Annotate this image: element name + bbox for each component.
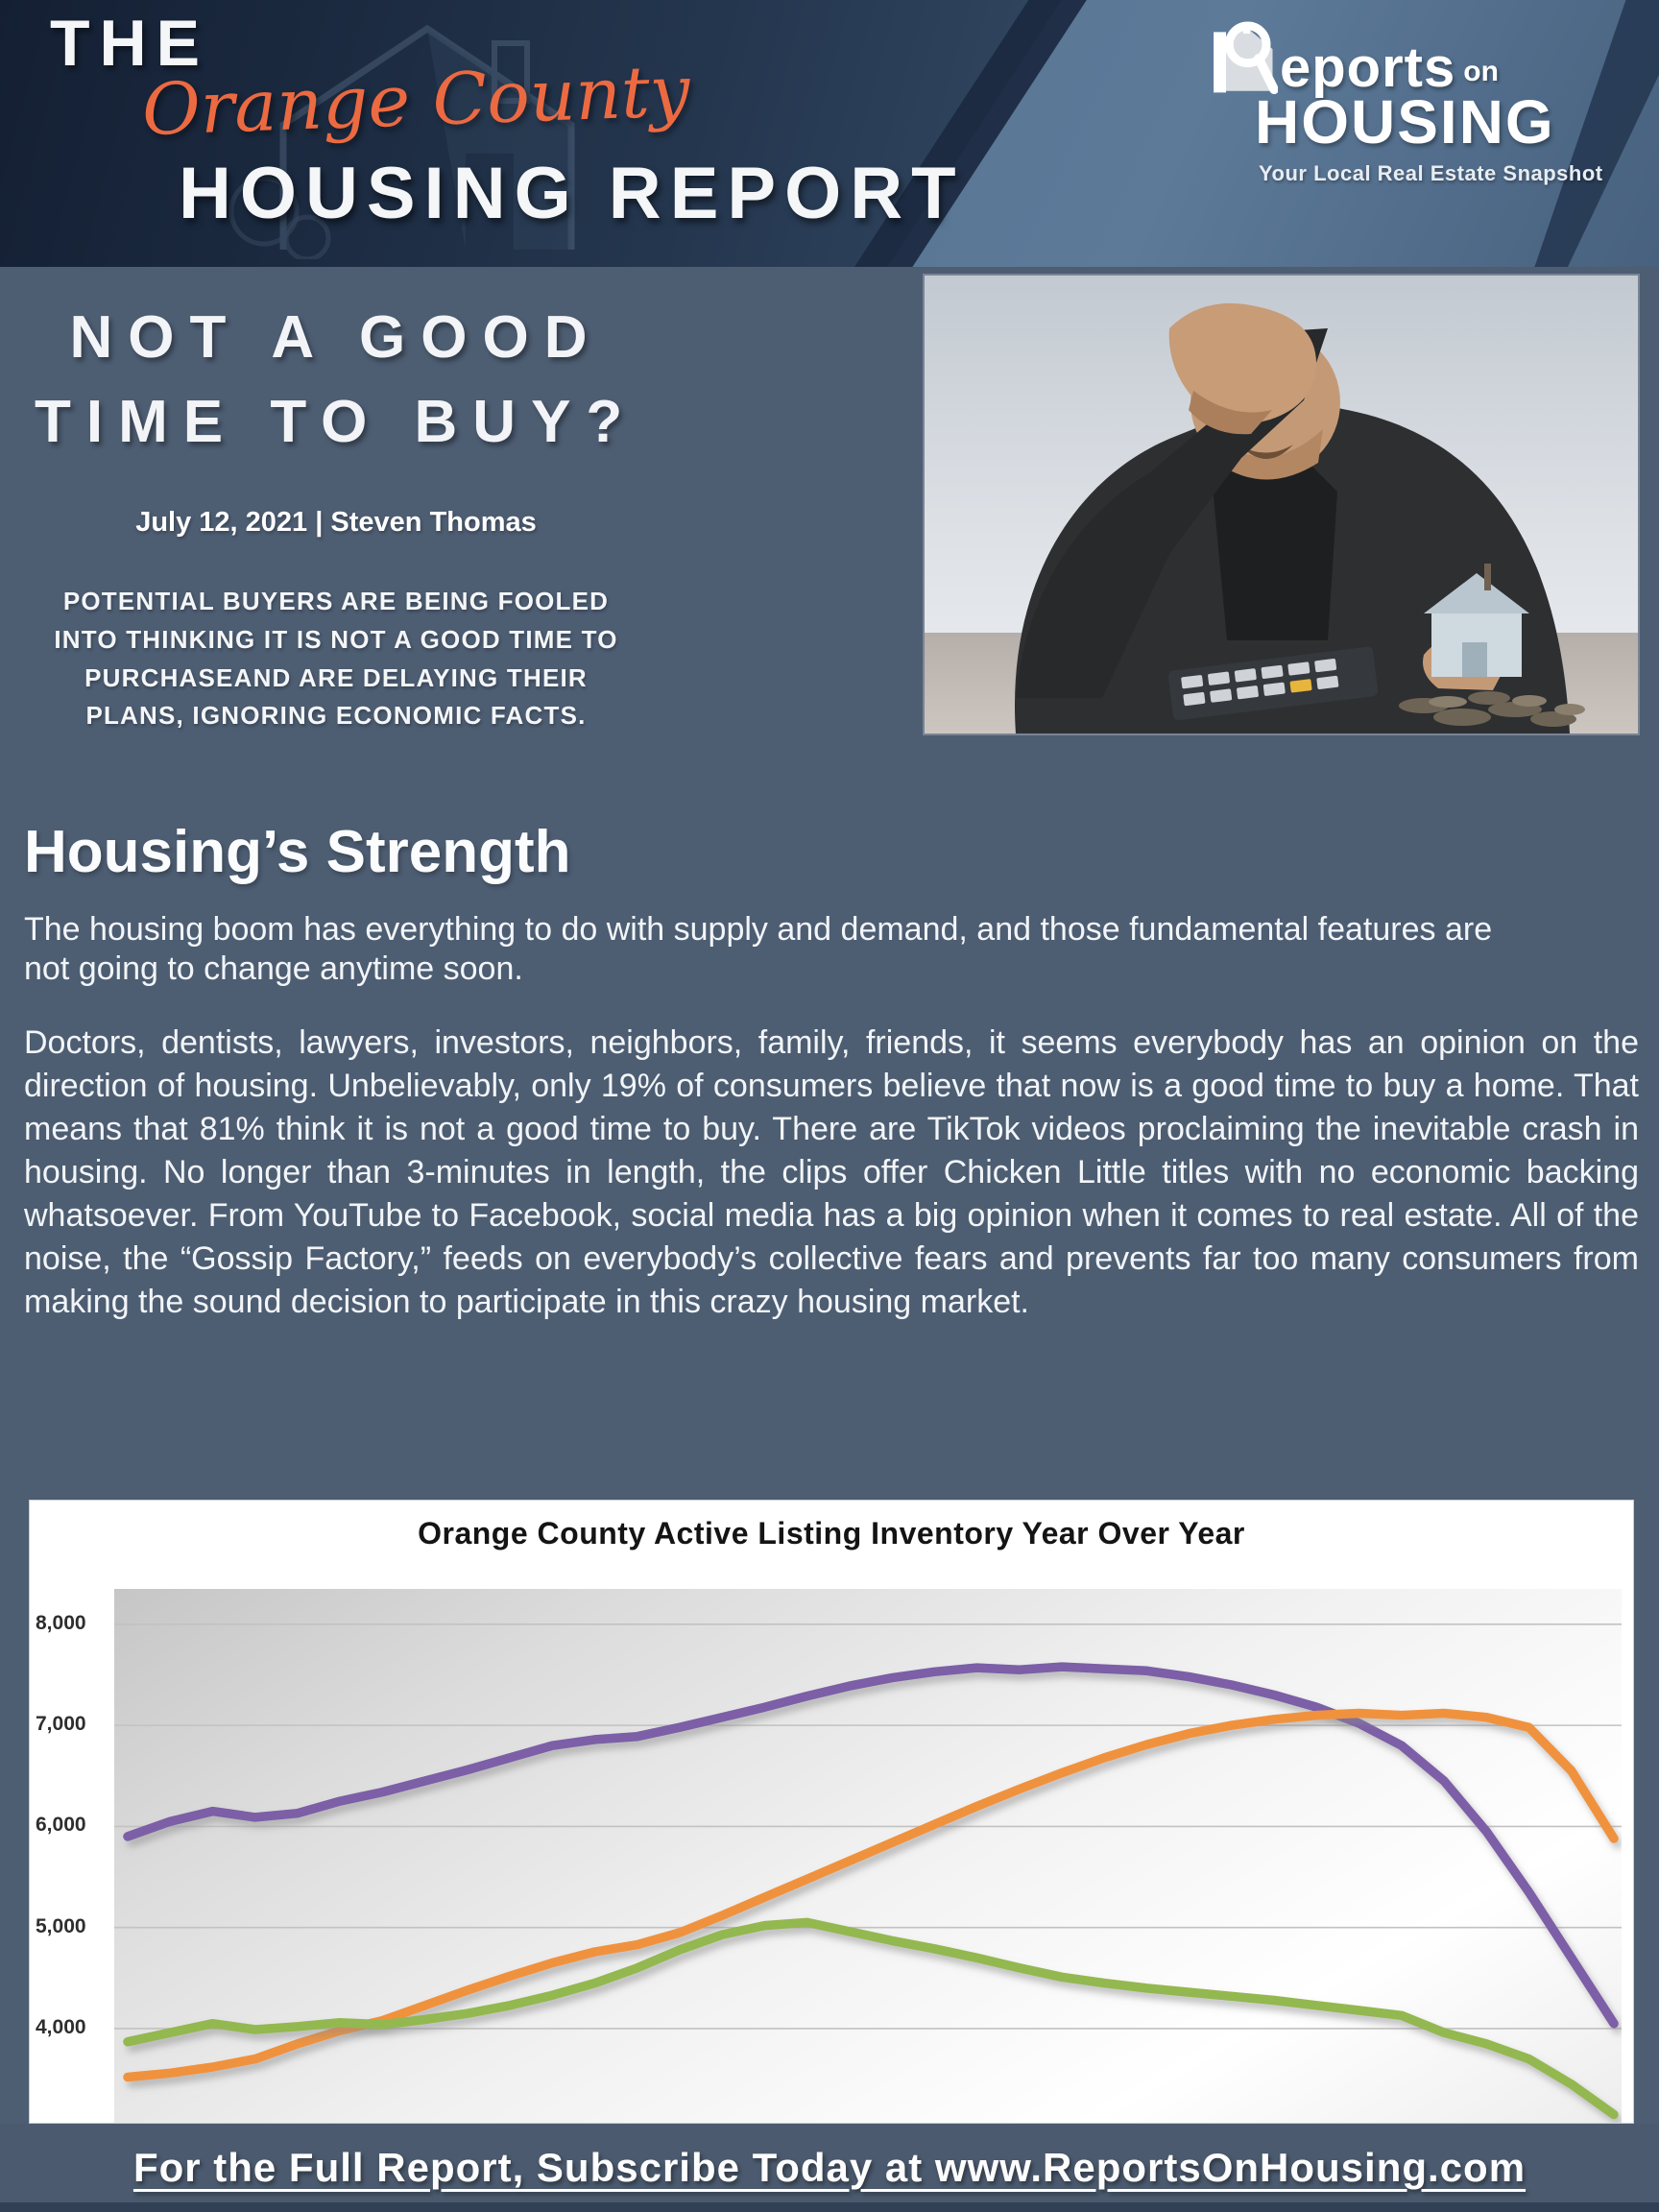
- byline: July 12, 2021 | Steven Thomas: [135, 507, 537, 539]
- house-watermark-icon: [228, 24, 575, 259]
- house-magnifier-icon: [1214, 21, 1278, 94]
- logo-tagline: Your Local Real Estate Snapshot: [1259, 161, 1603, 185]
- y-tick-label: 6,000: [36, 1814, 86, 1837]
- chart-title: Orange County Active Listing Inventory Y…: [418, 1516, 1245, 1551]
- brand-the: THE: [50, 7, 209, 80]
- logo-housing-text: HOUSING: [1255, 87, 1555, 156]
- y-tick-label: 5,000: [36, 1914, 86, 1937]
- y-tick-label: 8,000: [36, 1611, 86, 1634]
- stressed-buyer-photo: [925, 276, 1638, 733]
- brand-housing-report: HOUSING REPORT: [179, 153, 965, 234]
- logo-on-text: on: [1463, 56, 1499, 87]
- inventory-chart-card: Orange County Active Listing Inventory Y…: [29, 1500, 1634, 2124]
- headline-line-1: NOT A GOOD: [69, 304, 603, 371]
- y-tick-label: 4,000: [36, 2015, 86, 2038]
- chart-gridlines: [114, 1623, 1622, 2030]
- section-heading: Housing’s Strength: [24, 819, 571, 885]
- green-line: [123, 1917, 1619, 2120]
- logo-reports-text: eports: [1280, 36, 1456, 99]
- y-tick-label: 7,000: [36, 1713, 86, 1736]
- page-bottom-edge: [0, 2202, 1659, 2212]
- model-house-icon: [1424, 564, 1529, 677]
- headline-line-2: TIME TO BUY?: [35, 389, 638, 456]
- stressed-man-illustration: [925, 276, 1638, 733]
- chart-plot-area: [114, 1589, 1622, 2123]
- subscribe-link[interactable]: For the Full Report, Subscribe Today at …: [132, 2145, 1527, 2190]
- chart-series-lines: [123, 1662, 1619, 2120]
- article-body: Doctors, dentists, lawyers, investors, n…: [24, 1024, 1639, 1321]
- footer-band: For the Full Report, Subscribe Today at …: [0, 2124, 1659, 2212]
- reports-on-housing-logo: eports on HOUSING Your Local Real Estate…: [1195, 13, 1637, 186]
- purple-line: [123, 1662, 1619, 2029]
- hero-block: NOT A GOOD TIME TO BUY? July 12, 2021 | …: [35, 296, 637, 735]
- standfirst: POTENTIAL BUYERS ARE BEING FOOLED INTO T…: [54, 587, 618, 731]
- article-intro: The housing boom has everything to do wi…: [24, 911, 1493, 988]
- inventory-line-chart: [114, 1623, 1622, 2120]
- header-banner: THE Orange County HOUSING REPORT eports …: [0, 0, 1659, 267]
